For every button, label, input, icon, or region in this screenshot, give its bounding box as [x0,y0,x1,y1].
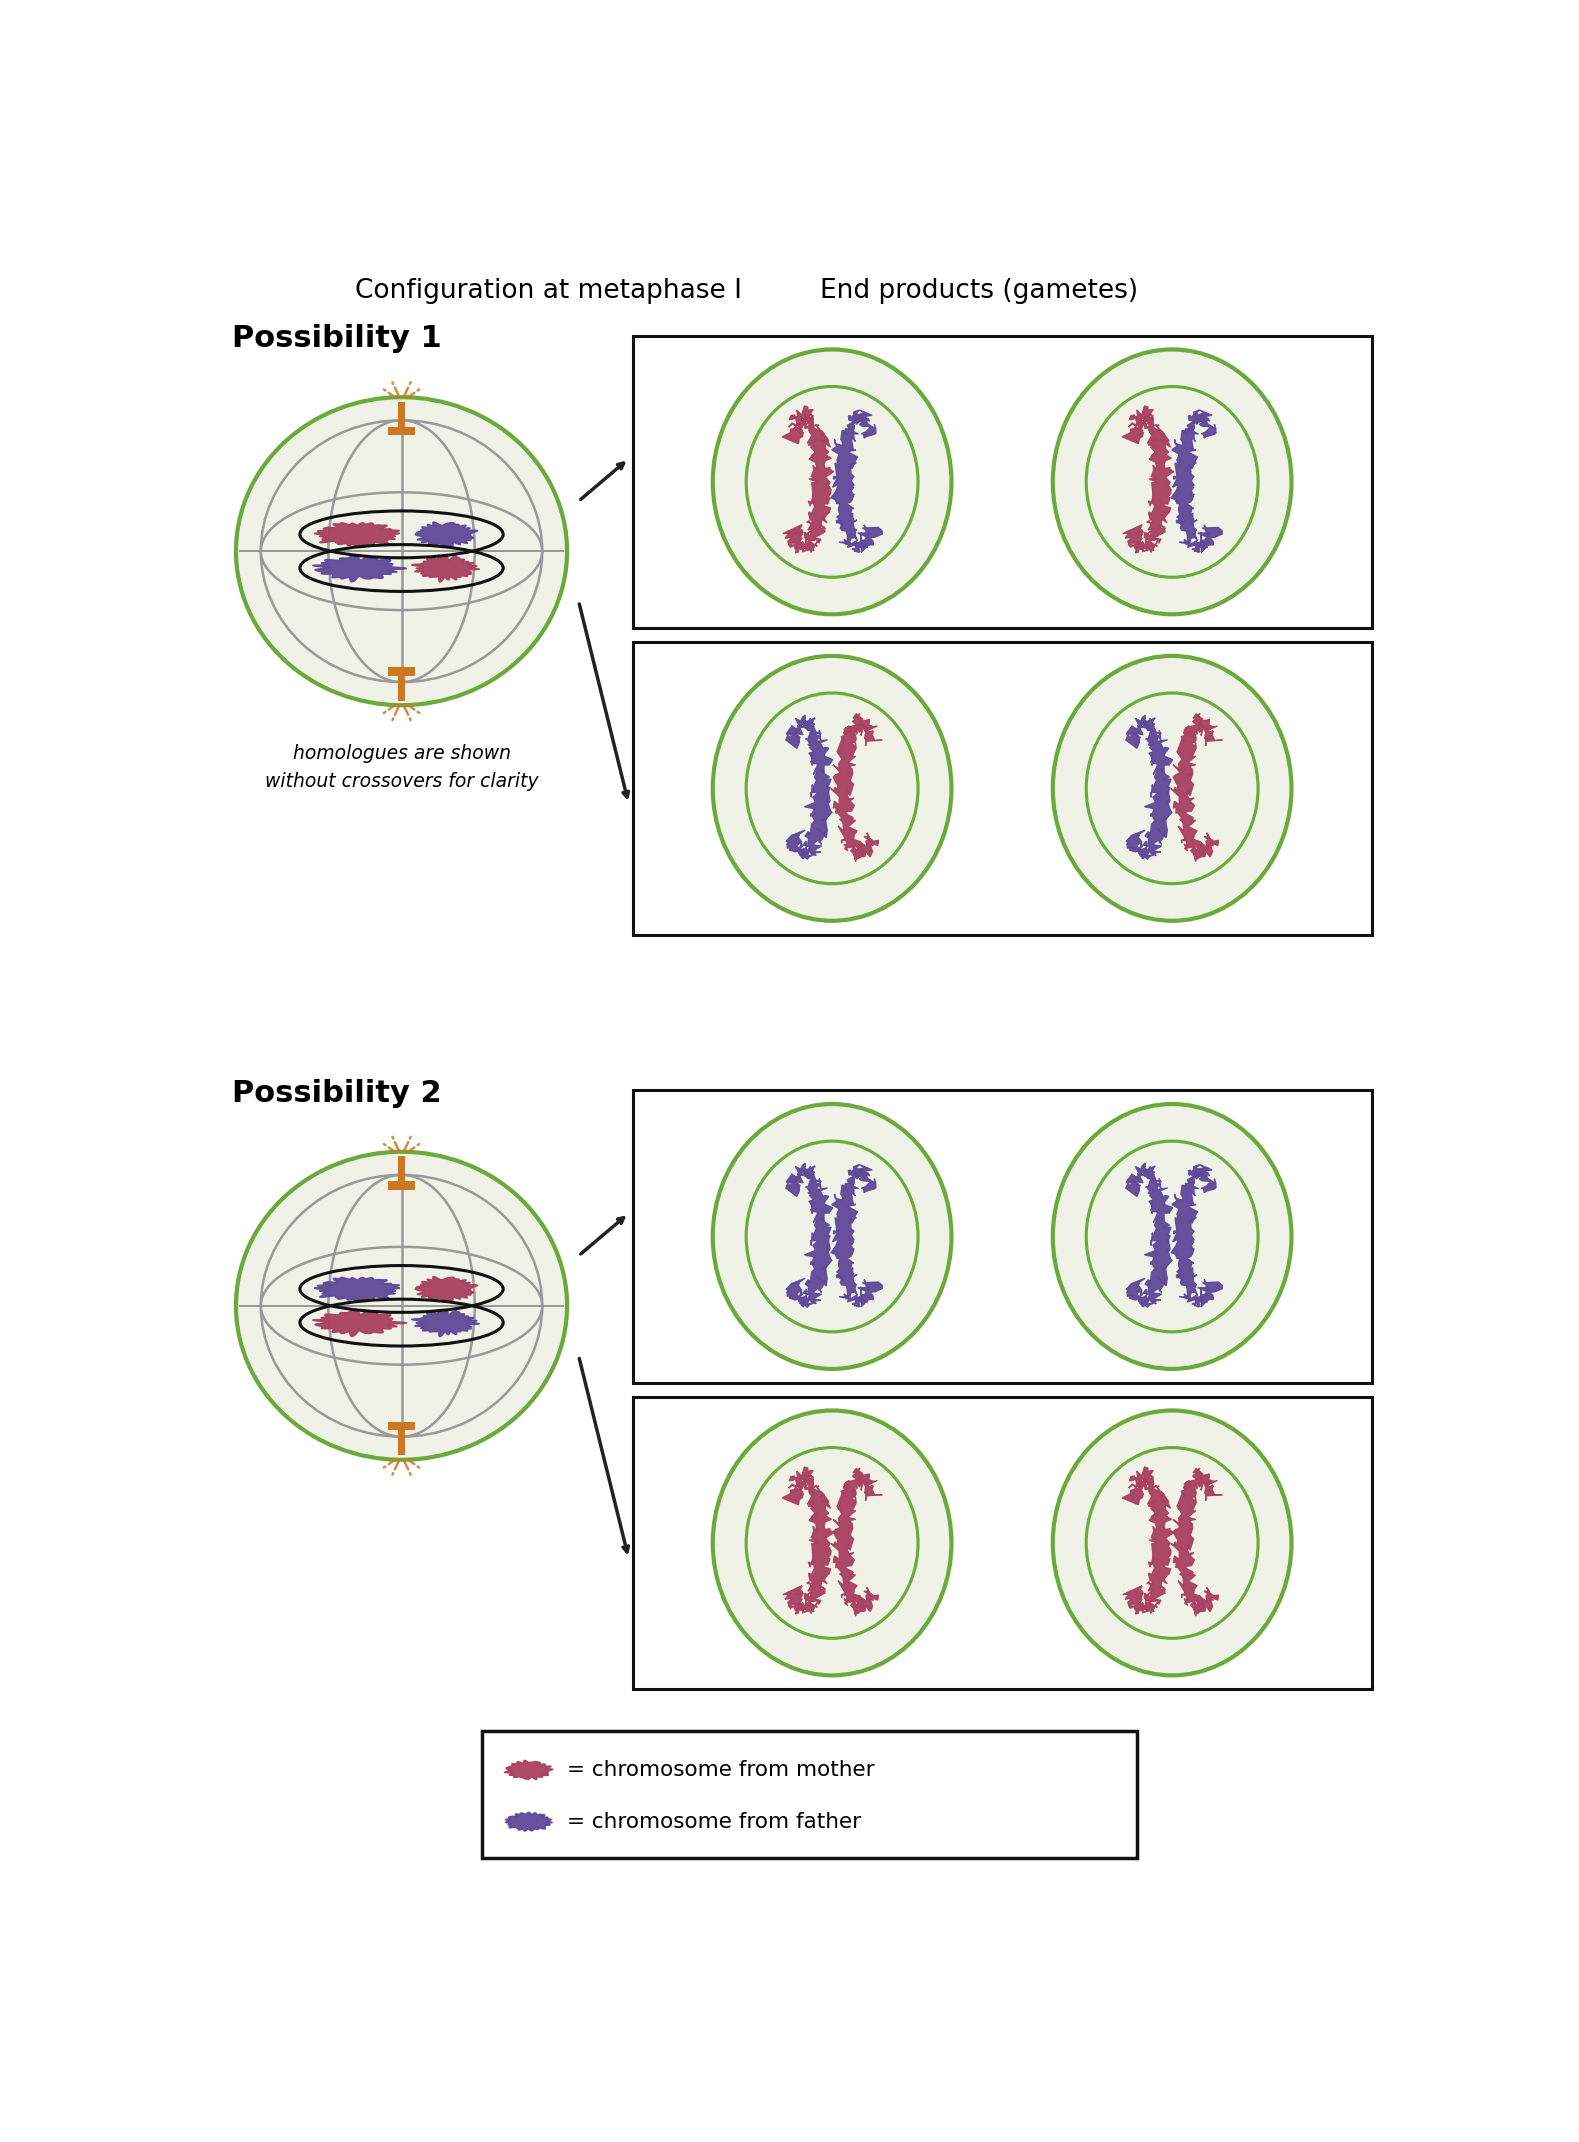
Text: = chromosome from father: = chromosome from father [567,1812,861,1831]
Bar [398,670,406,700]
Ellipse shape [1053,655,1292,921]
Polygon shape [782,405,834,553]
Ellipse shape [747,386,917,576]
Polygon shape [1172,1165,1222,1307]
Ellipse shape [712,1103,952,1369]
Polygon shape [1126,1163,1173,1307]
Ellipse shape [1053,349,1292,615]
Bar [388,426,415,435]
Polygon shape [1172,713,1222,861]
Bar [398,1427,406,1454]
Ellipse shape [712,1409,952,1675]
Ellipse shape [712,655,952,921]
Polygon shape [313,1309,407,1337]
Polygon shape [412,555,478,583]
Bar [633,1397,1372,1690]
Polygon shape [504,1761,553,1780]
Ellipse shape [1053,1409,1292,1675]
Bar [398,403,406,431]
Ellipse shape [747,694,917,885]
Ellipse shape [1086,1142,1258,1332]
Bar [398,1157,406,1187]
Polygon shape [314,523,399,546]
Ellipse shape [235,396,567,705]
Polygon shape [831,409,883,553]
Ellipse shape [1086,1448,1258,1639]
Ellipse shape [1086,694,1258,885]
Bar [633,336,1372,628]
Polygon shape [412,1311,478,1337]
Polygon shape [831,1165,883,1307]
Polygon shape [1172,409,1222,553]
Polygon shape [782,1467,834,1613]
Ellipse shape [747,1142,917,1332]
Bar [633,643,1372,934]
Bar [633,1090,1372,1384]
Text: = chromosome from mother: = chromosome from mother [567,1761,875,1780]
Text: homologues are shown
without crossovers for clarity: homologues are shown without crossovers … [265,743,538,790]
Text: Configuration at metaphase I: Configuration at metaphase I [355,278,742,304]
Polygon shape [314,1277,399,1302]
Polygon shape [415,1277,477,1302]
Polygon shape [1123,1467,1173,1613]
Text: Possibility 2: Possibility 2 [232,1080,442,1107]
Polygon shape [831,1467,883,1615]
Ellipse shape [235,1152,567,1461]
Ellipse shape [1053,1103,1292,1369]
Polygon shape [313,555,407,583]
Ellipse shape [712,349,952,615]
Polygon shape [1126,715,1173,859]
Bar [388,1182,415,1191]
Text: End products (gametes): End products (gametes) [820,278,1138,304]
Polygon shape [415,523,477,546]
Polygon shape [1172,1467,1222,1615]
Ellipse shape [747,1448,917,1639]
Bar [388,1422,415,1431]
Polygon shape [786,1163,832,1307]
Polygon shape [505,1812,553,1831]
Ellipse shape [1086,386,1258,576]
Text: Possibility 1: Possibility 1 [232,323,442,353]
Polygon shape [1123,405,1173,553]
Bar [482,1731,1137,1859]
Bar [388,666,415,675]
Polygon shape [831,713,883,861]
Polygon shape [786,715,832,859]
